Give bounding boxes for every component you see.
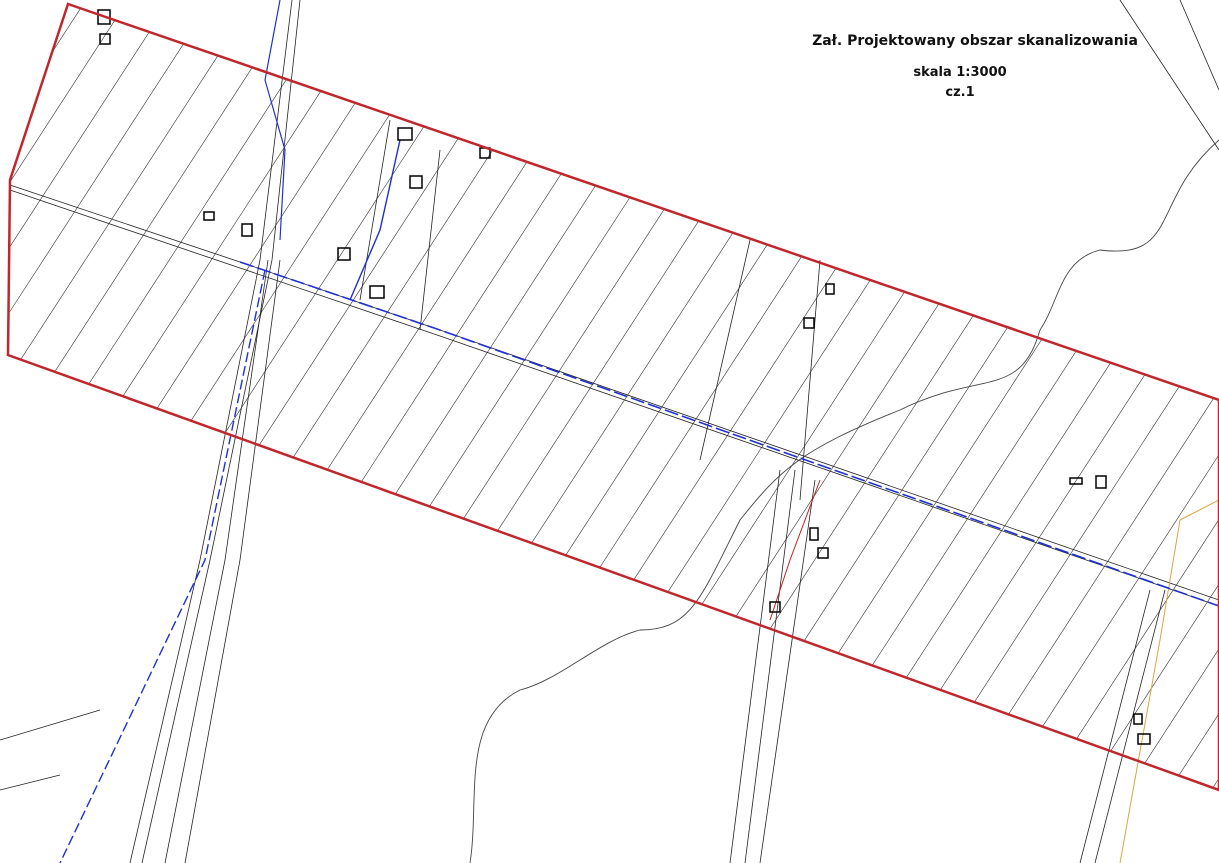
hatch-line <box>1079 4 1219 790</box>
sewer-branch <box>59 269 266 863</box>
hatch-line <box>1121 4 1219 790</box>
buildings <box>97 9 1151 745</box>
map-title: Zał. Projektowany obszar skanalizowania <box>812 33 1138 49</box>
map-scale: skala 1:3000 <box>913 65 1006 80</box>
hatch-line <box>8 4 255 790</box>
hatch-line <box>8 4 171 790</box>
sewer-branch <box>264 0 286 241</box>
hatch-line <box>1037 4 1219 790</box>
project-area-outline <box>6 2 1219 792</box>
map-part: cz.1 <box>945 85 974 100</box>
sewer-main <box>239 261 1219 607</box>
hatch-line <box>953 4 1219 790</box>
hatch-line <box>995 4 1219 790</box>
hatch-line <box>8 4 213 790</box>
sewer-branch <box>349 139 401 301</box>
boundary-line <box>1119 499 1219 863</box>
hatch-line <box>8 4 129 790</box>
pressure-pipe <box>769 479 821 621</box>
